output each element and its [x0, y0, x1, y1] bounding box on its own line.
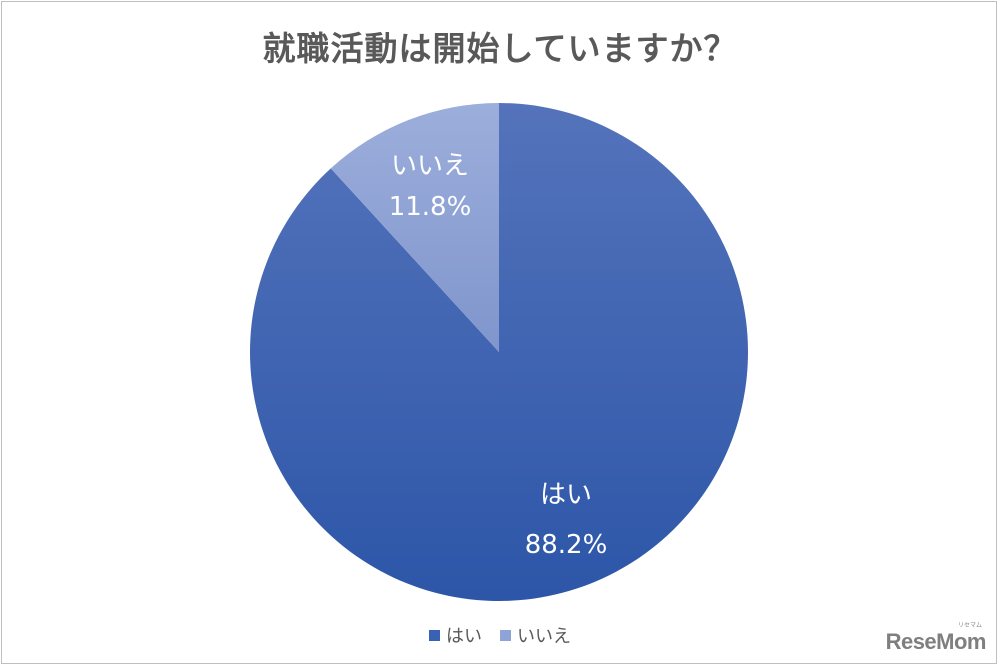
legend-item-no: いいえ	[500, 622, 571, 648]
slice-label-yes-name: はい	[539, 480, 592, 510]
chart-legend: はい いいえ	[0, 622, 1000, 648]
legend-label-no: いいえ	[517, 626, 571, 647]
pie-slice-no	[330, 103, 499, 352]
resemom-logo: ReseMom	[885, 629, 987, 654]
pie-slice-yes	[250, 103, 749, 601]
legend-item-yes: はい	[429, 622, 482, 648]
logo-kana: リセマム	[957, 622, 982, 629]
slice-label-no-name: いいえ	[390, 151, 469, 181]
chart-title: 就職活動は開始していますか？	[262, 29, 738, 68]
slice-label-no-percent: 11.8%	[388, 192, 472, 222]
legend-label-yes: はい	[446, 626, 482, 647]
legend-swatch-no	[500, 629, 511, 641]
legend-swatch-yes	[429, 629, 440, 641]
slice-label-yes-percent: 88.2%	[524, 530, 608, 560]
